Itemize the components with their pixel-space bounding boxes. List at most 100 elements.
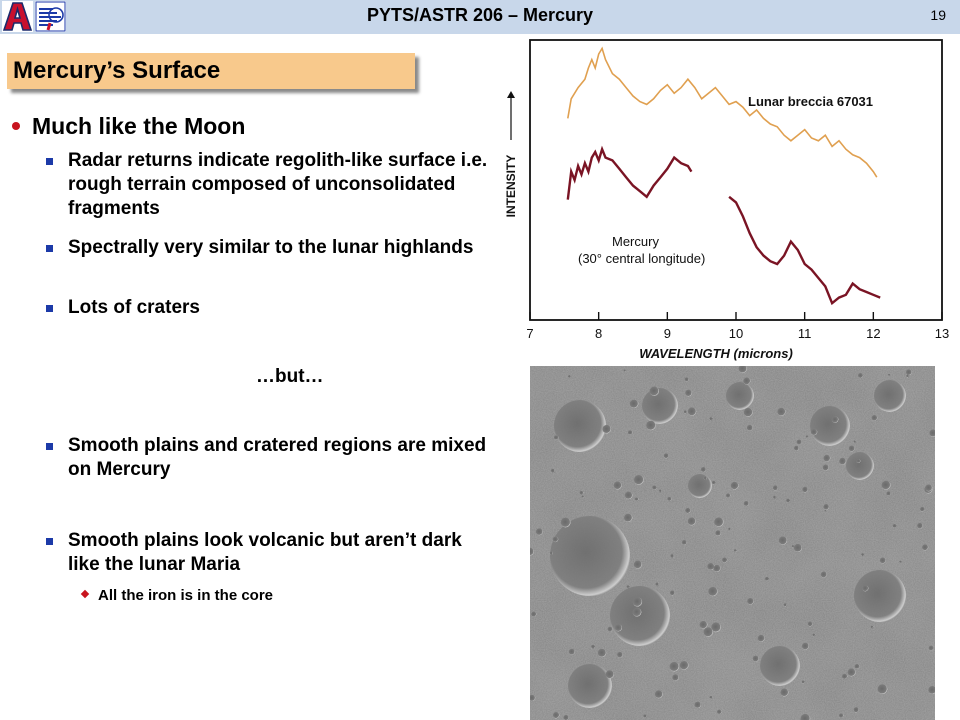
crater	[726, 382, 754, 410]
small-crater	[778, 536, 788, 545]
sub-bullet: Smooth plains look volcanic but aren’t d…	[46, 529, 463, 577]
small-crater	[842, 673, 848, 680]
mercury-line-left	[566, 145, 693, 200]
sub-sub-bullet: All the iron is in the core	[80, 587, 273, 604]
small-crater	[613, 481, 622, 490]
small-crater	[687, 407, 697, 416]
small-crater	[679, 661, 689, 670]
small-crater	[810, 428, 818, 436]
small-crater	[733, 549, 737, 552]
sub-bullet: Lots of craters	[46, 296, 488, 320]
small-crater	[871, 415, 878, 421]
small-crater	[659, 489, 662, 493]
small-crater	[712, 480, 716, 485]
small-crater	[820, 571, 827, 578]
small-crater	[773, 495, 777, 499]
small-crater	[848, 445, 855, 452]
department-logo	[35, 1, 66, 32]
small-crater	[624, 513, 633, 523]
small-crater	[858, 373, 864, 379]
small-crater	[906, 374, 909, 378]
sub-bullet: Smooth plains and cratered regions are m…	[46, 434, 493, 482]
small-crater	[707, 563, 715, 571]
x-tick-label: 13	[935, 326, 949, 341]
crater	[642, 388, 678, 424]
small-crater	[709, 417, 713, 421]
university-logo	[2, 1, 33, 32]
small-crater	[629, 399, 639, 409]
small-crater	[700, 467, 707, 473]
small-crater	[928, 645, 934, 651]
small-crater	[624, 491, 633, 500]
small-crater	[563, 714, 569, 720]
crater	[610, 586, 670, 646]
small-crater	[685, 507, 691, 514]
small-crater	[856, 459, 861, 463]
small-crater	[925, 484, 933, 492]
small-crater	[870, 625, 874, 629]
small-crater	[709, 695, 713, 699]
small-crater	[746, 424, 753, 431]
x-tick-label: 9	[664, 326, 671, 341]
small-crater	[812, 633, 816, 637]
square-bullet-icon	[46, 158, 53, 165]
small-crater	[879, 557, 886, 564]
sub-bullet: Spectrally very similar to the lunar hig…	[46, 236, 478, 260]
small-crater	[805, 435, 809, 438]
small-crater	[591, 644, 596, 649]
small-crater	[669, 661, 680, 672]
small-crater	[783, 603, 787, 607]
small-crater	[801, 680, 805, 684]
crater	[554, 400, 606, 452]
small-crater	[703, 627, 714, 637]
small-crater	[549, 551, 553, 555]
small-crater	[802, 486, 809, 493]
main-bullet-text: Much like the Moon	[32, 113, 246, 139]
diamond-bullet-icon	[80, 589, 90, 599]
small-crater	[711, 622, 721, 633]
y-axis-arrow-icon	[507, 91, 515, 98]
crater-group	[530, 366, 935, 720]
small-crater	[853, 440, 856, 443]
small-crater	[655, 582, 659, 587]
y-axis-label: INTENSITY	[504, 155, 518, 218]
crater	[550, 516, 630, 596]
small-crater	[607, 626, 613, 632]
small-crater	[862, 585, 869, 592]
small-crater	[906, 369, 912, 376]
small-crater	[560, 517, 571, 528]
small-crater	[917, 522, 923, 529]
small-crater	[922, 544, 929, 551]
small-crater	[726, 493, 731, 498]
small-crater	[553, 435, 559, 440]
small-crater	[881, 480, 891, 490]
small-crater	[777, 407, 786, 416]
small-crater	[823, 504, 830, 510]
bullet-dot-icon	[12, 121, 20, 130]
small-crater	[780, 688, 789, 697]
small-crater	[929, 429, 935, 437]
small-crater	[822, 464, 829, 471]
small-crater	[823, 454, 831, 462]
small-crater	[670, 554, 674, 558]
x-tick-label: 10	[729, 326, 743, 341]
small-crater	[853, 707, 859, 713]
sub-bullet: Radar returns indicate regolith-like sur…	[46, 149, 488, 221]
small-crater	[752, 655, 759, 662]
sub-bullet-text: Smooth plains look volcanic but aren’t d…	[68, 530, 462, 575]
small-crater	[747, 598, 754, 605]
main-bullet: Much like the Moon	[12, 113, 245, 140]
small-crater	[786, 498, 791, 503]
small-crater	[831, 416, 839, 423]
small-crater	[654, 690, 663, 699]
small-crater	[717, 709, 722, 715]
page-number: 19	[930, 7, 946, 23]
sub-bullet-text: Radar returns indicate regolith-like sur…	[68, 150, 488, 219]
small-crater	[530, 694, 536, 702]
small-crater	[699, 620, 708, 629]
small-crater	[672, 674, 679, 681]
small-crater	[807, 621, 813, 627]
small-crater	[847, 668, 856, 677]
small-crater	[728, 527, 731, 531]
small-crater	[824, 509, 827, 512]
